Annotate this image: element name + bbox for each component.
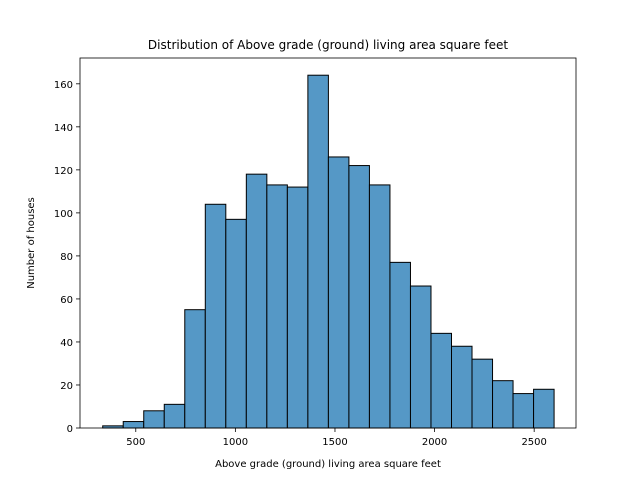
histogram-bar-22	[533, 388, 555, 429]
y-axis-ticks: 0 20 40 60 80 100 120 140 160	[54, 80, 80, 435]
histogram-bar-13	[348, 165, 370, 429]
histogram-bar-21	[512, 393, 535, 429]
histogram-bar-9	[266, 184, 288, 429]
x-axis-label: Above grade (ground) living area square …	[215, 459, 441, 470]
histogram-bar-15	[389, 261, 411, 429]
y-tick-label-5: 80	[60, 252, 73, 263]
histogram-bar-18	[451, 345, 473, 429]
y-tick-label-3: 40	[60, 338, 73, 349]
x-tick-label-1: 500	[126, 437, 145, 448]
y-tick-label-2: 20	[60, 381, 73, 392]
histogram-bar-8	[245, 173, 268, 429]
bars	[102, 74, 555, 429]
plot-frame	[79, 57, 577, 429]
histogram-bar-19	[471, 358, 494, 429]
histogram-bar-11	[307, 74, 329, 429]
x-tick-label-5: 2500	[521, 437, 546, 448]
x-tick-label-4: 2000	[422, 437, 447, 448]
chart-title: Distribution of Above grade (ground) liv…	[148, 38, 508, 52]
histogram-bar-14	[368, 184, 391, 429]
histogram-bar-20	[492, 380, 514, 429]
y-tick-label-9: 160	[54, 80, 73, 91]
histogram-bar-5	[184, 309, 206, 429]
x-tick-label-2: 1000	[223, 437, 248, 448]
y-tick-label-4: 60	[60, 295, 73, 306]
histogram-bar-2	[122, 421, 145, 429]
histogram-bar-7	[225, 218, 247, 429]
histogram-bar-6	[204, 203, 227, 429]
histogram-bar-10	[286, 186, 309, 429]
histogram-bar-17	[430, 332, 453, 429]
histogram-bar-3	[143, 410, 165, 429]
histogram-bar-16	[409, 285, 432, 429]
histogram-bar-12	[327, 156, 350, 429]
y-tick-label-8: 140	[54, 123, 73, 134]
histogram-bar-4	[163, 403, 186, 429]
y-axis-label: Number of houses	[26, 197, 37, 289]
y-tick-label-1: 0	[67, 424, 73, 435]
x-tick-label-3: 1500	[322, 437, 347, 448]
y-tick-label-6: 100	[54, 209, 73, 220]
y-tick-label-7: 120	[54, 166, 73, 177]
x-axis-ticks: 500 1000 1500 2000 2500	[126, 428, 547, 448]
